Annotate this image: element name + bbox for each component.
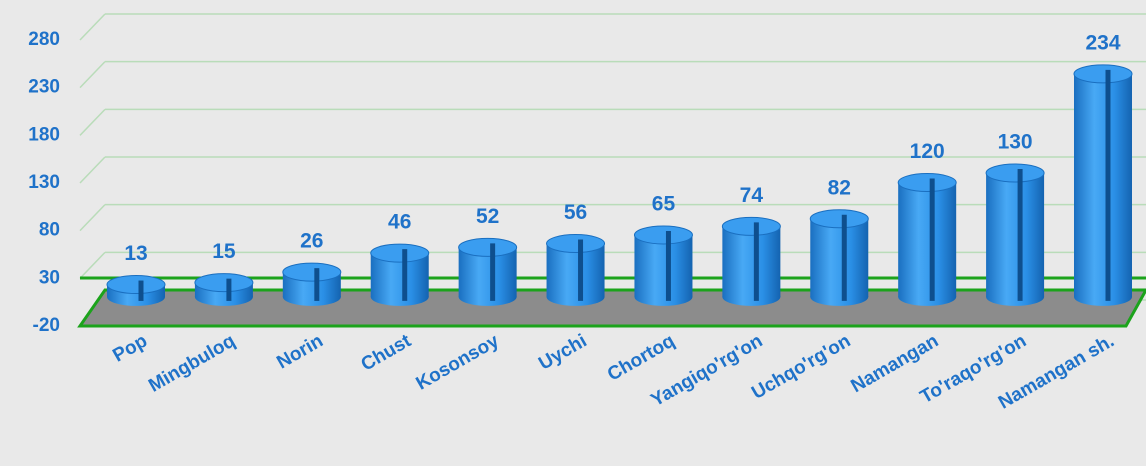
- value-label: 46: [388, 211, 411, 234]
- grid-diag: [79, 156, 106, 184]
- bar-body: [810, 218, 869, 297]
- bar-top: [282, 262, 342, 282]
- value-label: 52: [476, 205, 499, 228]
- bar-body: [986, 173, 1045, 297]
- bar-bottom: [634, 287, 693, 306]
- bar-bottom: [546, 287, 605, 306]
- value-label: 120: [910, 140, 945, 163]
- bar-top: [721, 216, 781, 236]
- grid-diag: [79, 251, 106, 279]
- bar-top: [546, 234, 606, 254]
- y-tick-label: 280: [28, 29, 60, 50]
- bar-bottom: [458, 287, 517, 306]
- bar: [897, 173, 957, 306]
- bar-top: [633, 225, 693, 245]
- bar: [985, 163, 1045, 306]
- bar: [721, 216, 781, 306]
- value-label: 234: [1085, 31, 1120, 54]
- x-tick-label: Pop: [109, 330, 151, 366]
- value-label: 82: [828, 176, 851, 199]
- floor: [77, 288, 1146, 328]
- grid-diag: [79, 13, 106, 41]
- bar: [458, 237, 518, 306]
- value-label: 130: [998, 131, 1033, 154]
- grid-diag: [79, 108, 106, 136]
- bar: [809, 209, 869, 306]
- grid: [79, 13, 1146, 327]
- bar-bottom: [370, 287, 429, 306]
- y-tick-label: -20: [33, 315, 60, 336]
- bar: [370, 243, 430, 306]
- bar-bottom: [722, 287, 781, 306]
- bar-bottom: [986, 287, 1045, 306]
- x-tick-label: Chust: [358, 330, 416, 375]
- x-tick-label: Mingbuloq: [145, 330, 239, 396]
- bar-bottom: [810, 287, 869, 306]
- bar-body: [898, 182, 957, 297]
- bar-top: [458, 237, 518, 257]
- value-label: 65: [652, 193, 676, 216]
- x-tick-label: Norin: [273, 330, 326, 373]
- bar-body: [1074, 73, 1132, 297]
- bar-body: [722, 226, 781, 297]
- y-tick-label: 80: [39, 220, 60, 241]
- value-label: 74: [740, 184, 764, 207]
- x-tick-label: Uchqo'rg'on: [748, 330, 854, 403]
- y-tick-label: 180: [28, 124, 60, 145]
- bar-top: [897, 173, 957, 193]
- value-label: 15: [212, 240, 236, 263]
- bar-top: [370, 243, 430, 263]
- x-tick-label: Uychi: [535, 330, 590, 374]
- x-tick-label: Kosonsoy: [413, 330, 503, 394]
- bar-body: [634, 234, 693, 297]
- bar: [1073, 64, 1133, 306]
- bar-bottom: [282, 287, 341, 306]
- bar: [282, 262, 342, 306]
- x-tick-label: Chortoq: [604, 330, 678, 385]
- bar-bottom: [898, 287, 957, 306]
- bar-top: [106, 275, 166, 295]
- bar-top: [809, 209, 869, 229]
- y-tick-label: 230: [28, 77, 60, 98]
- bar-top: [985, 163, 1045, 183]
- bar-top: [1073, 64, 1133, 84]
- bar: [106, 275, 166, 306]
- bar-top: [194, 273, 254, 293]
- bar-bottom: [1074, 287, 1132, 306]
- y-tick-label: 30: [39, 267, 60, 288]
- bar: [546, 234, 606, 306]
- bar: [633, 225, 693, 306]
- bar: [194, 273, 254, 306]
- value-label: 26: [300, 230, 323, 253]
- grid-diag: [79, 204, 106, 232]
- y-tick-label: 130: [28, 172, 60, 193]
- value-label: 56: [564, 201, 587, 224]
- bar-bottom: [194, 287, 253, 306]
- grid-diag: [79, 61, 106, 89]
- value-label: 13: [124, 242, 147, 265]
